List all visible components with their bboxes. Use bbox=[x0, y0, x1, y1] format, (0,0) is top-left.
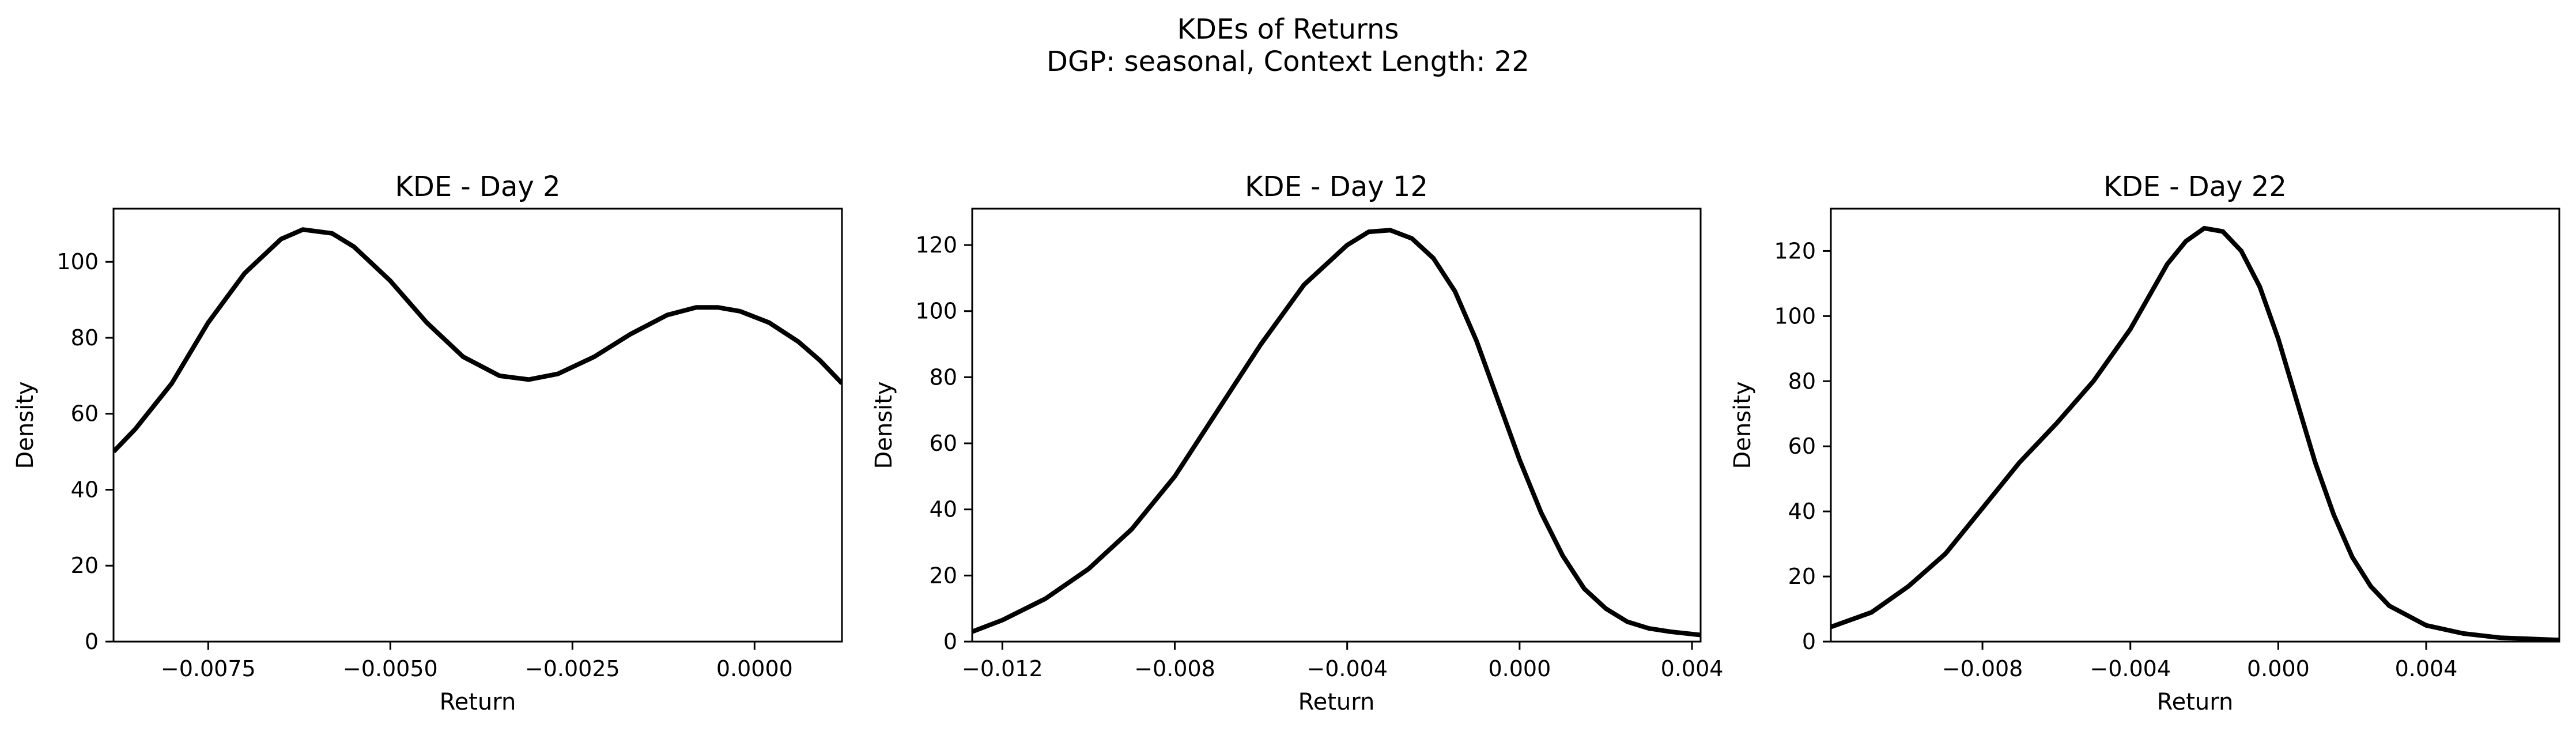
axes-frame bbox=[1830, 208, 2560, 643]
y-tick-label: 100 bbox=[1774, 303, 1816, 329]
figure-subtitle: DGP: seasonal, Context Length: 22 bbox=[1047, 46, 1529, 78]
y-tick-label: 80 bbox=[930, 364, 957, 390]
subplot-title: KDE - Day 2 bbox=[395, 171, 560, 203]
x-tick-label: 0.004 bbox=[2395, 656, 2458, 681]
y-tick-label: 80 bbox=[1788, 368, 1816, 394]
x-axis-label: Return bbox=[440, 689, 516, 715]
kde-line bbox=[114, 227, 842, 454]
y-tick-label: 60 bbox=[1788, 434, 1816, 459]
y-tick-label: 20 bbox=[930, 563, 957, 588]
y-tick-label: 0 bbox=[1802, 629, 1816, 654]
y-tick-label: 0 bbox=[85, 629, 99, 654]
y-tick-label: 80 bbox=[71, 325, 99, 350]
y-tick-label: 40 bbox=[1788, 499, 1816, 524]
axes-frame bbox=[971, 208, 1702, 643]
y-tick-label: 40 bbox=[930, 497, 957, 522]
x-tick-label: −0.004 bbox=[2090, 656, 2171, 681]
subplot-day-22: −0.008 −0.004 0.000 0.004 0 20 40 60 80 100 120 KDE… bbox=[1729, 171, 2560, 715]
x-tick-label: −0.004 bbox=[1306, 656, 1388, 681]
x-axis-label: Return bbox=[1298, 689, 1375, 715]
x-tick-label: −0.008 bbox=[1134, 656, 1215, 681]
kde-line bbox=[972, 228, 1701, 638]
subplot-day-12: −0.012 −0.008 −0.004 0.000 0.004 0 20 40 60 80 100… bbox=[871, 171, 1723, 715]
x-tick-label: −0.008 bbox=[1942, 656, 2023, 681]
kde-line bbox=[1831, 225, 2559, 642]
y-tick-label: 20 bbox=[71, 553, 99, 578]
x-tick-label: −0.0075 bbox=[161, 656, 256, 681]
figure-title: KDEs of Returns bbox=[1177, 13, 1399, 46]
x-tick-label: −0.0050 bbox=[343, 656, 438, 681]
x-axis-label: Return bbox=[2157, 689, 2234, 715]
y-axis-label: Density bbox=[12, 381, 39, 469]
y-tick-label: 0 bbox=[943, 629, 957, 654]
subplot-title: KDE - Day 22 bbox=[2103, 171, 2287, 203]
subplot-day-2: −0.0075 −0.0050 −0.0025 0.0000 0 20 40 60 80 100 K… bbox=[12, 171, 843, 715]
x-tick-label: −0.0025 bbox=[525, 656, 620, 681]
y-tick-label: 100 bbox=[56, 249, 99, 274]
x-tick-label: −0.012 bbox=[962, 656, 1043, 681]
y-tick-label: 60 bbox=[71, 401, 99, 427]
y-tick-label: 120 bbox=[915, 232, 957, 258]
y-axis-label: Density bbox=[1729, 381, 1756, 469]
y-tick-label: 20 bbox=[1788, 564, 1816, 589]
axes-frame bbox=[112, 208, 843, 643]
x-tick-label: 0.000 bbox=[2247, 656, 2310, 681]
x-tick-label: 0.000 bbox=[1488, 656, 1551, 681]
y-tick-label: 60 bbox=[930, 431, 957, 456]
x-tick-label: 0.004 bbox=[1661, 656, 1724, 681]
subplot-title: KDE - Day 12 bbox=[1245, 171, 1428, 203]
y-axis-label: Density bbox=[871, 381, 897, 469]
y-tick-label: 100 bbox=[915, 299, 957, 324]
y-tick-label: 120 bbox=[1774, 238, 1816, 263]
y-tick-label: 40 bbox=[71, 477, 99, 502]
x-tick-label: 0.0000 bbox=[716, 656, 793, 681]
